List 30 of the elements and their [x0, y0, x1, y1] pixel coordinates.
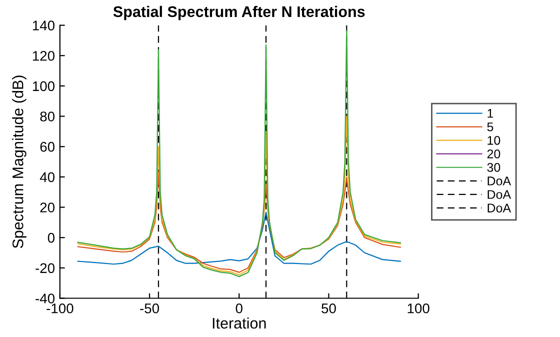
y-tick-label: 0: [48, 232, 55, 243]
line-series: [77, 172, 401, 273]
x-tick-label: 50: [322, 303, 336, 314]
legend-label: 5: [487, 122, 494, 132]
legend-label: DoA: [488, 190, 512, 199]
legend-label: 1: [488, 109, 494, 118]
y-tick-label: 140: [32, 20, 55, 30]
chart-title: Spatial Spectrum After N Iterations: [113, 6, 365, 20]
x-axis-title: Iteration: [212, 317, 266, 329]
legend-label: DoA: [488, 204, 512, 212]
x-tick-label: -50: [140, 303, 160, 314]
line-series: [77, 212, 401, 265]
y-tick-label: -40: [36, 294, 55, 304]
legend-label: 10: [488, 136, 500, 145]
y-tick-label: -20: [36, 263, 55, 274]
x-tick-label: -100: [46, 303, 74, 314]
y-tick-label: 20: [40, 202, 55, 212]
x-tick-label: 100: [408, 303, 430, 314]
y-tick-label: 40: [40, 172, 55, 182]
line-series: [77, 116, 401, 276]
legend-label: DoA: [488, 176, 512, 186]
legend-label: 30: [487, 163, 500, 172]
y-tick-label: 80: [40, 112, 55, 122]
y-tick-label: 120: [32, 50, 55, 61]
line-series: [77, 30, 401, 278]
x-tick-label: 0: [236, 303, 242, 314]
legend-label: 20: [487, 150, 500, 158]
y-tick-label: 60: [40, 142, 55, 152]
y-tick-label: 100: [32, 81, 55, 92]
y-axis-title: Spectrum Magnitude (dB): [12, 76, 26, 248]
